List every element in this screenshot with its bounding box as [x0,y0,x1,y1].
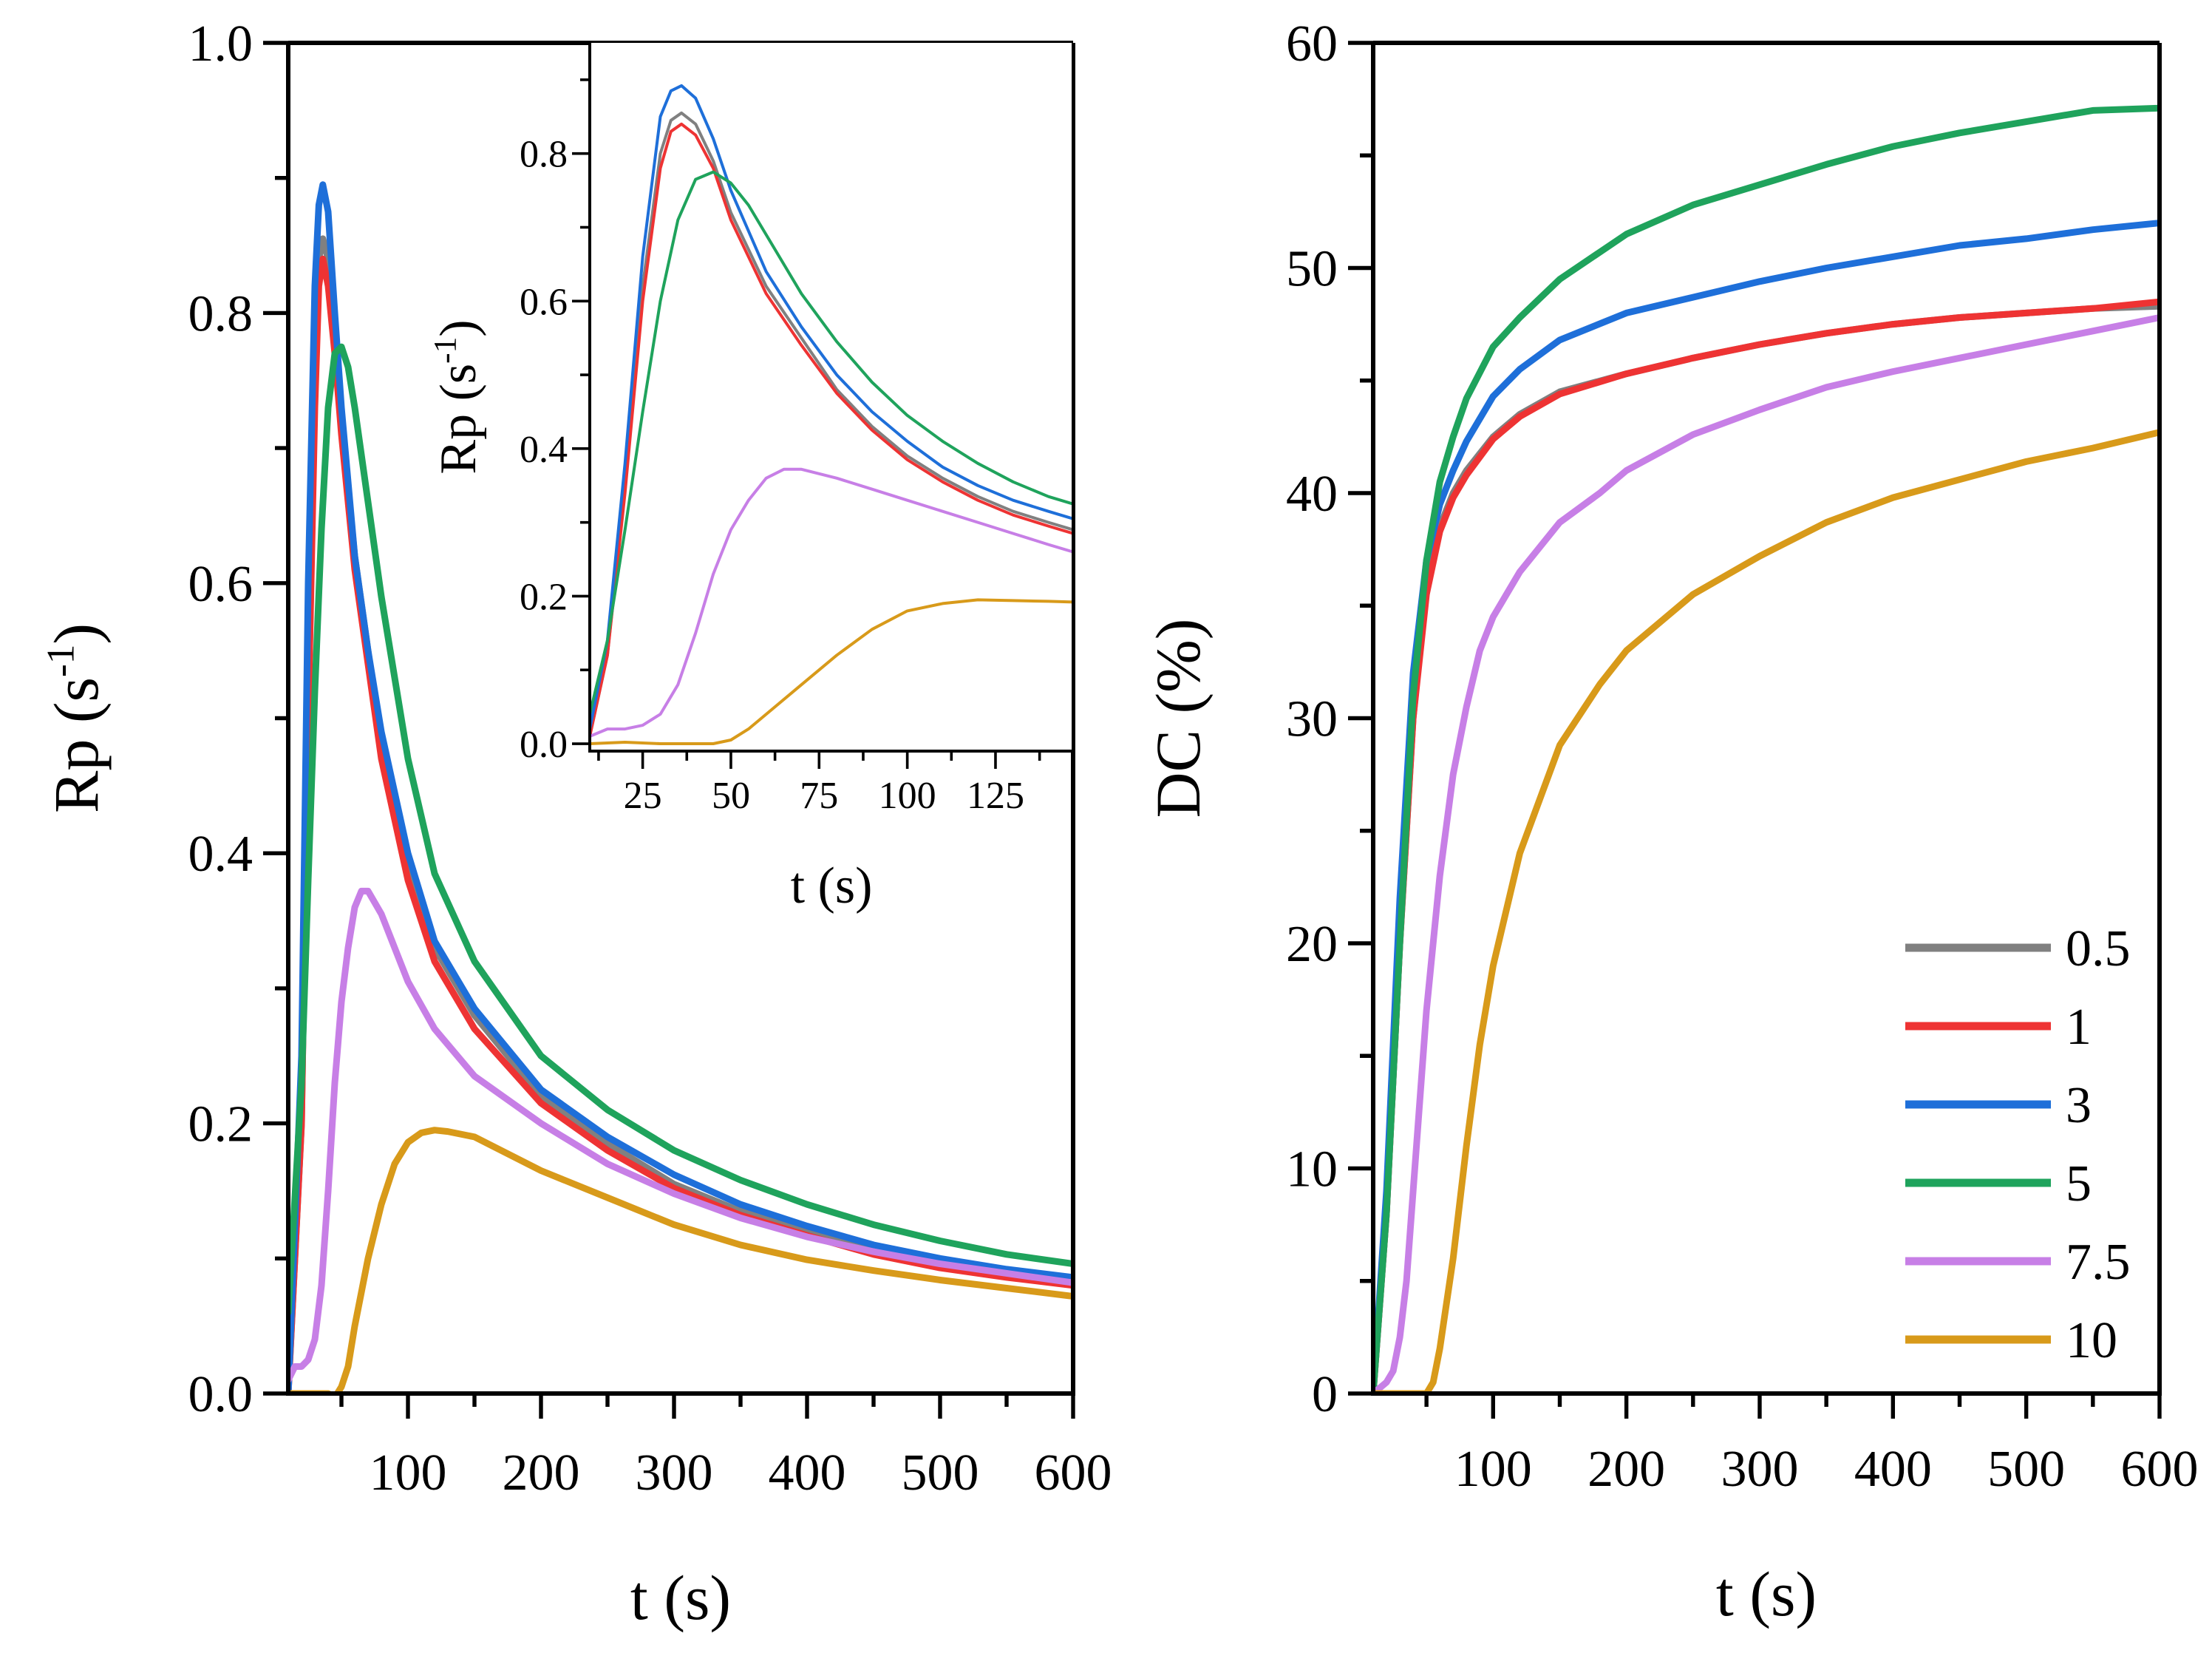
y-tick-label: 0.8 [520,134,568,176]
y-axis-title: Rp (s-1) [427,319,487,474]
series-line-10 [288,1127,1073,1394]
legend-label: 1 [2066,999,2092,1056]
x-tick-label: 75 [800,775,838,817]
series-line-7-5 [590,467,1073,738]
legend-label: 5 [2066,1155,2092,1212]
series-line-1 [1373,298,2160,1394]
y-tick-label: 0.4 [520,429,568,471]
series-line-7-5 [1373,314,2160,1394]
y-axis-title: DC (%) [1143,619,1214,818]
series-line-7-5 [288,887,1073,1384]
series-line-1 [590,122,1073,738]
legend-label: 3 [2066,1077,2092,1134]
y-tick-label: 0.4 [188,826,253,883]
series-line-5 [590,170,1073,716]
x-axis-title: t (s) [1716,1558,1817,1629]
legend-label: 10 [2066,1312,2117,1369]
x-tick-label: 400 [1854,1441,1932,1498]
y-axis-title: Rp (s-1) [38,623,112,813]
y-tick-label: 0.0 [188,1366,253,1423]
y-tick-label: 30 [1286,691,1338,748]
y-tick-label: 0.2 [520,576,568,618]
x-tick-label: 600 [2121,1441,2199,1498]
left-rp-chart: 100 200 300 400 500 600 0.0 0.2 0.4 0.6 0.8 1.0 t (s… [38,16,1112,1633]
y-tick-label: 0.6 [520,281,568,323]
x-tick-label: 300 [636,1445,713,1501]
series-line-0-5 [1373,302,2160,1394]
legend: 0.5 1 3 5 7.5 10 [1905,920,2131,1369]
legend-label: 0.5 [2066,920,2131,977]
inset-rp-chart: 25 50 75 100 125 0.0 0.2 0.4 0.6 0.8 t (s) Rp (s-1) [427,43,1075,914]
x-tick-label: 400 [769,1445,846,1501]
axes-frame [588,43,1075,753]
right-dc-chart: 100 200 300 400 500 600 0 10 20 30 40 50 60 t (s) DC (… [1143,16,2199,1629]
x-axis-title: t (s) [630,1562,731,1633]
axes-frame [1371,43,2162,1396]
y-tick-label: 0.6 [188,556,253,613]
series-line-5 [288,343,1073,1316]
x-tick-label: 600 [1035,1445,1112,1501]
x-tick-label: 100 [370,1445,447,1501]
x-tick-label: 500 [1987,1441,2065,1498]
x-tick-label: 200 [503,1445,580,1501]
y-tick-label: 1.0 [188,16,253,72]
series-line-3 [288,181,1073,1394]
x-axis-title: t (s) [791,858,873,914]
y-tick-label: 40 [1286,466,1338,523]
y-tick-label: 0.0 [520,724,568,766]
legend-label: 7.5 [2066,1234,2131,1291]
y-tick-label: 10 [1286,1141,1338,1198]
x-tick-label: 125 [967,775,1024,817]
x-tick-label: 500 [902,1445,979,1501]
series-line-3 [590,84,1073,731]
series-line-3 [1373,220,2160,1394]
series-line-10 [590,598,1073,745]
y-tick-label: 50 [1286,241,1338,298]
y-tick-label: 20 [1286,916,1338,973]
x-tick-label: 100 [1454,1441,1532,1498]
y-tick-label: 0.8 [188,285,253,342]
series-line-5 [1373,104,2160,1394]
y-tick-label: 60 [1286,16,1338,72]
x-tick-label: 50 [712,775,750,817]
x-tick-label: 300 [1721,1441,1798,1498]
y-tick-label: 0.2 [188,1096,253,1153]
x-tick-label: 200 [1587,1441,1665,1498]
series-line-0-5 [590,111,1073,738]
y-tick-label: 0 [1312,1366,1338,1423]
x-tick-label: 25 [624,775,662,817]
x-tick-label: 100 [879,775,936,817]
series-line-10 [1373,429,2160,1394]
